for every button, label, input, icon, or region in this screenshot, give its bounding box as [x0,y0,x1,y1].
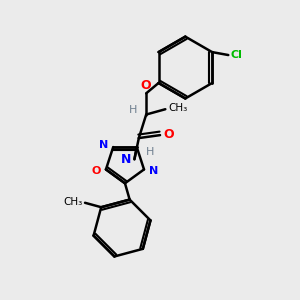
Text: H: H [146,147,154,157]
Text: N: N [121,153,131,166]
Text: O: O [163,128,174,141]
Text: CH₃: CH₃ [168,103,188,113]
Text: N: N [149,166,159,176]
Text: O: O [140,79,151,92]
Text: CH₃: CH₃ [63,197,83,207]
Text: N: N [99,140,108,150]
Text: Cl: Cl [230,50,242,60]
Text: H: H [129,105,137,115]
Text: O: O [91,166,101,176]
